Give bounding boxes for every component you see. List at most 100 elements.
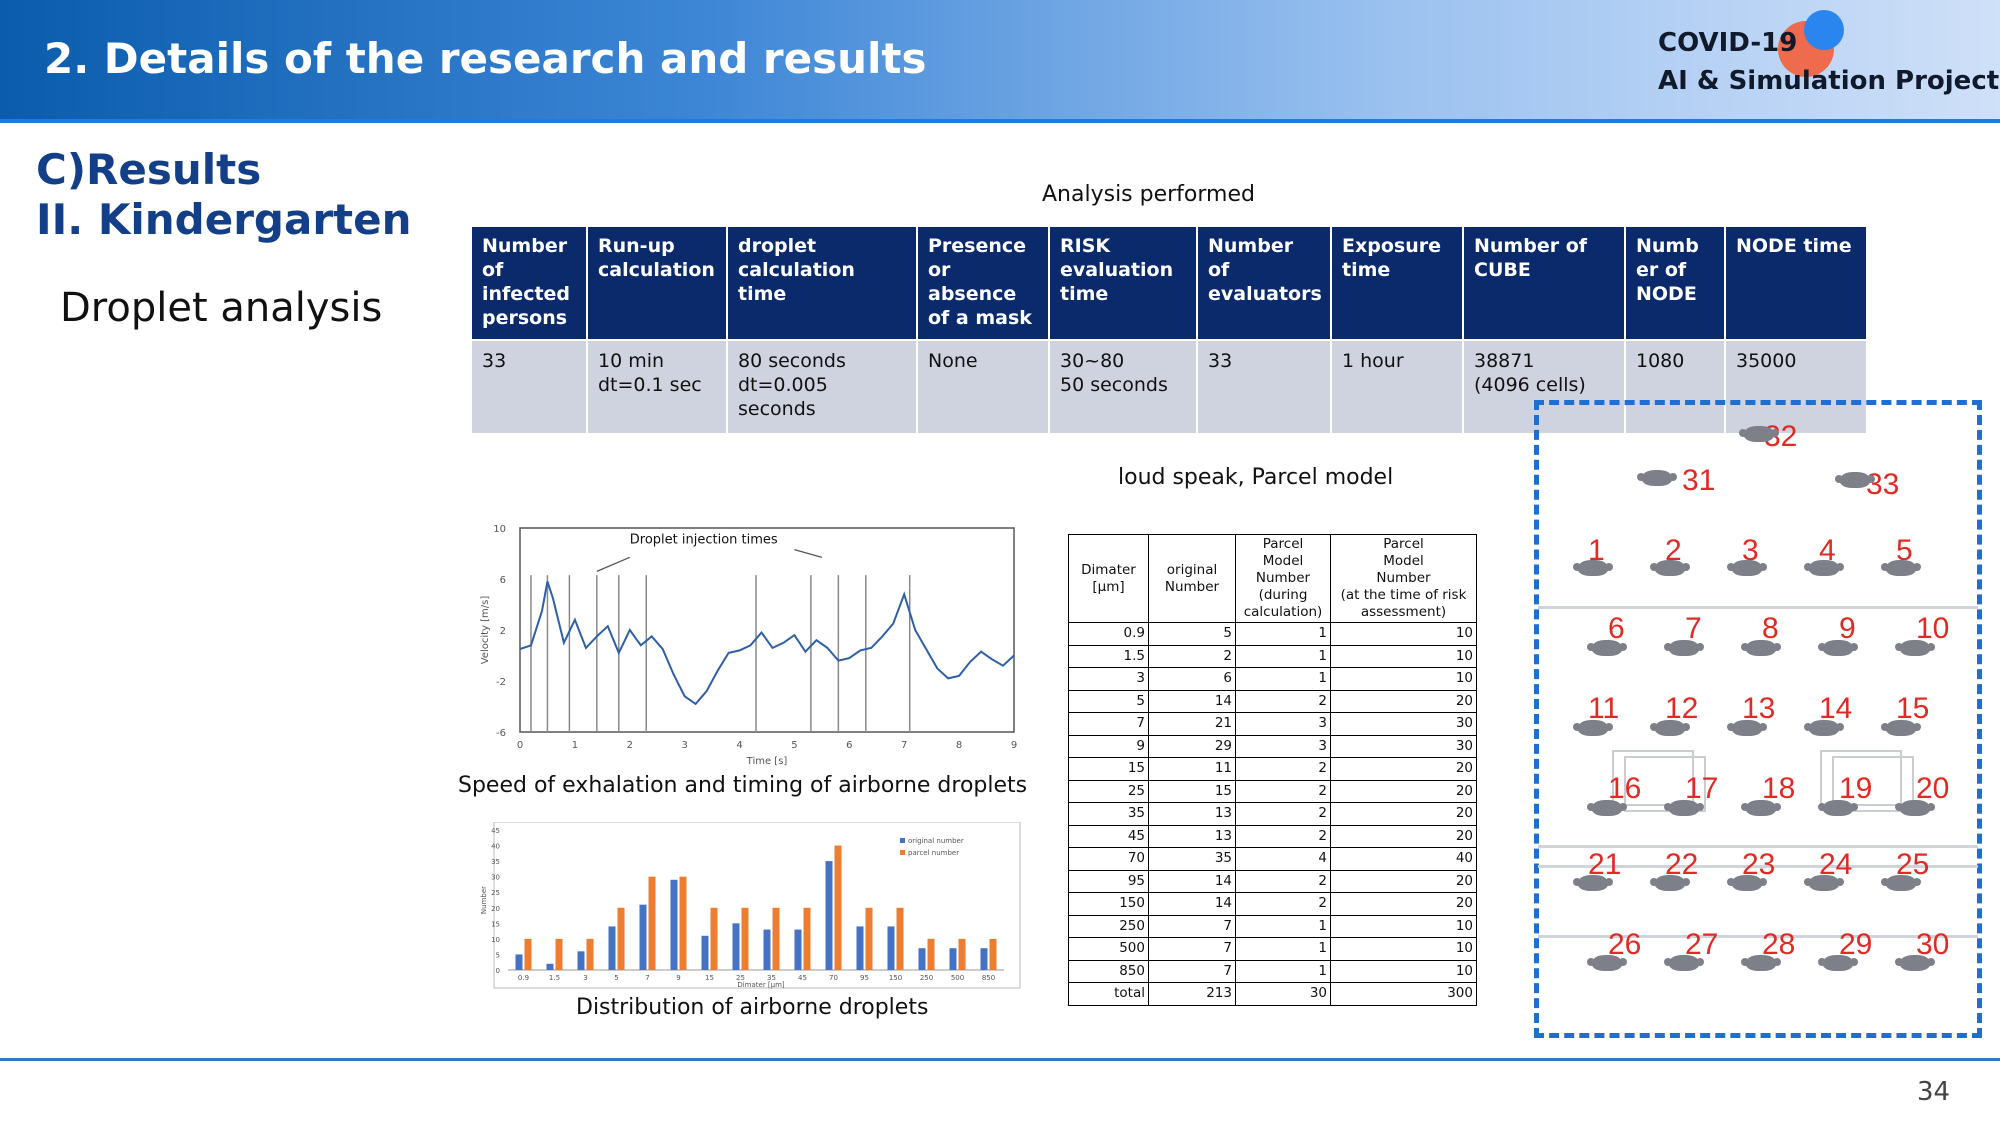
dist-cell: 500: [1068, 937, 1149, 961]
seat-label: 4: [1819, 534, 1836, 567]
y-axis-label: Velocity [m/s]: [480, 596, 491, 665]
bar-original: [949, 948, 957, 970]
y-axis-label: Number: [480, 886, 488, 914]
dist-cell: 30: [1330, 734, 1477, 758]
table-row: 150 14 2 20: [1068, 892, 1477, 916]
seat-label: 15: [1896, 692, 1930, 725]
bar-original: [794, 929, 802, 970]
legend-label: original number: [908, 837, 964, 845]
x-tick-label: 500: [951, 974, 964, 982]
seat-label: 11: [1588, 692, 1620, 725]
person-icon: [1818, 800, 1858, 816]
bar-parcel: [555, 938, 563, 970]
y-tick-label: -6: [496, 728, 506, 739]
x-tick-label: 150: [889, 974, 902, 982]
dist-cell: 20: [1330, 689, 1477, 713]
x-axis-label: Time [s]: [746, 756, 788, 767]
x-tick-label: 45: [798, 974, 807, 982]
plot-frame: [519, 527, 1015, 733]
bar-original: [608, 926, 616, 970]
y-tick-label: 30: [491, 874, 500, 882]
dist-cell: 150: [1068, 892, 1149, 916]
dist-cell: 2: [1235, 757, 1331, 781]
teacher-label: 31: [1682, 464, 1716, 497]
dist-cell: 14: [1148, 869, 1236, 893]
dist-cell: 1.5: [1068, 644, 1149, 668]
bar-parcel: [617, 907, 625, 970]
seat-label: 16: [1608, 772, 1642, 805]
topic-label: Droplet analysis: [60, 285, 383, 331]
person-icon: [1587, 640, 1627, 656]
dist-cell: 14: [1148, 689, 1236, 713]
bar-original: [763, 929, 771, 970]
params-table-caption: Analysis performed: [1042, 182, 1255, 207]
dist-cell: 30: [1330, 712, 1477, 736]
seat-label: 13: [1742, 692, 1776, 725]
dist-cell: 1: [1235, 622, 1331, 646]
x-tick-label: 95: [860, 974, 869, 982]
y-tick-label: 35: [491, 858, 500, 866]
page-number: 34: [1917, 1077, 1951, 1107]
project-logo: COVID-19 AI & Simulation Project: [1658, 10, 1999, 104]
dist-cell: 1: [1235, 667, 1331, 691]
velocity-chart: 0 1 2 3 4 5 6 7 8 9 10 6 2 -2 -6 Time [s] Velocity [m/s]…: [480, 524, 1017, 767]
dist-cell: 20: [1330, 802, 1477, 826]
seat-label: 5: [1896, 534, 1913, 567]
params-value-cell: 10 min dt=0.1 sec: [586, 339, 728, 435]
logo-text-line2: AI & Simulation Project: [1658, 66, 2000, 96]
params-value-cell: 33: [470, 339, 588, 435]
dist-cell: 7: [1148, 937, 1236, 961]
x-tick-label: 6: [846, 740, 852, 751]
desk-row-line: [1538, 845, 1978, 848]
table-row: 5 14 2 20: [1068, 689, 1477, 713]
params-header-cell: Numb er of NODE: [1624, 225, 1726, 341]
person-icon: [1664, 800, 1704, 816]
person-icon: [1895, 640, 1935, 656]
table-row: 250 7 1 10: [1068, 914, 1477, 938]
y-tick-label: 20: [491, 905, 500, 913]
x-tick-label: 850: [982, 974, 995, 982]
person-icon: [1727, 875, 1767, 891]
params-value-cell: 1 hour: [1330, 339, 1464, 435]
dist-cell: 20: [1330, 824, 1477, 848]
person-icon: [1895, 955, 1935, 971]
dist-cell: 25: [1068, 779, 1149, 803]
person-icon: [1818, 955, 1858, 971]
analysis-region-box: [1820, 750, 1902, 806]
section-heading: C)Results: [36, 145, 262, 194]
dist-cell: 5: [1148, 622, 1236, 646]
header-divider: [0, 119, 2000, 123]
person-icon: [1664, 640, 1704, 656]
bar-parcel: [586, 938, 594, 970]
person-icon: [1650, 875, 1690, 891]
person-icon: [1664, 955, 1704, 971]
analysis-region-box: [1624, 756, 1706, 812]
parcel-model-caption: loud speak, Parcel model: [1118, 465, 1394, 490]
dist-cell: 300: [1330, 982, 1477, 1006]
seat-label: 19: [1839, 772, 1873, 805]
bar-parcel: [524, 938, 532, 970]
bar-original: [856, 926, 864, 970]
slide-title: 2. Details of the research and results: [44, 34, 927, 83]
x-tick-label: 3: [583, 974, 587, 982]
bar-parcel: [927, 938, 935, 970]
dist-cell: 3: [1235, 734, 1331, 758]
velocity-chart-caption: Speed of exhalation and timing of airbor…: [458, 773, 1028, 798]
teacher-icon: [1835, 472, 1875, 488]
person-icon: [1650, 720, 1690, 736]
person-icon: [1741, 800, 1781, 816]
seat-label: 7: [1685, 612, 1702, 645]
x-tick-label: 15: [705, 974, 714, 982]
person-icon: [1573, 875, 1613, 891]
bar-parcel: [834, 845, 842, 970]
dist-cell: 4: [1235, 847, 1331, 871]
person-icon: [1573, 560, 1613, 576]
person-icon: [1881, 560, 1921, 576]
person-icon: [1895, 800, 1935, 816]
x-tick-label: 9: [676, 974, 680, 982]
params-header-cell: droplet calculation time: [726, 225, 918, 341]
dist-cell: 14: [1148, 892, 1236, 916]
desk-row-line: [1538, 606, 1978, 609]
x-tick-label: 70: [829, 974, 838, 982]
bar-parcel: [989, 938, 997, 970]
